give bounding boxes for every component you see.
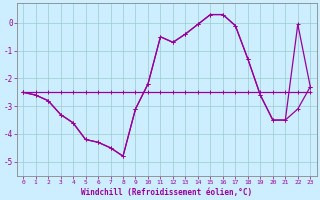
X-axis label: Windchill (Refroidissement éolien,°C): Windchill (Refroidissement éolien,°C) xyxy=(81,188,252,197)
